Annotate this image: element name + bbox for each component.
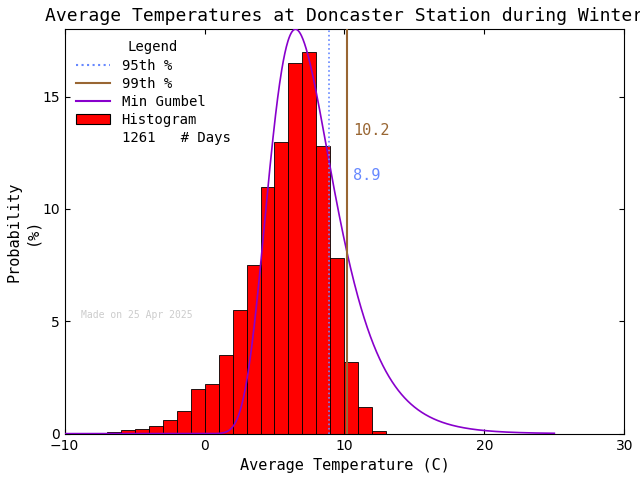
Bar — [246, 265, 260, 433]
Bar — [134, 429, 148, 433]
Bar — [79, 432, 93, 433]
Bar — [177, 411, 191, 433]
Bar — [303, 52, 316, 433]
Bar — [191, 389, 205, 433]
Bar — [218, 355, 232, 433]
Bar — [232, 310, 246, 433]
Y-axis label: Probability
(%): Probability (%) — [7, 181, 39, 282]
Bar — [316, 146, 330, 433]
Bar — [163, 420, 177, 433]
Bar — [289, 63, 303, 433]
Bar — [148, 426, 163, 433]
Text: 8.9: 8.9 — [353, 168, 380, 183]
Text: Made on 25 Apr 2025: Made on 25 Apr 2025 — [81, 310, 193, 320]
Bar — [330, 258, 344, 433]
Legend: 95th %, 99th %, Min Gumbel, Histogram, 1261   # Days: 95th %, 99th %, Min Gumbel, Histogram, 1… — [72, 36, 235, 149]
Bar — [372, 432, 387, 433]
Bar — [344, 362, 358, 433]
X-axis label: Average Temperature (C): Average Temperature (C) — [239, 458, 449, 473]
Bar — [93, 432, 107, 433]
Bar — [275, 142, 289, 433]
Bar — [107, 432, 120, 433]
Bar — [205, 384, 218, 433]
Bar — [260, 187, 275, 433]
Title: Average Temperatures at Doncaster Station during Winter: Average Temperatures at Doncaster Statio… — [45, 7, 640, 25]
Bar — [358, 407, 372, 433]
Bar — [120, 430, 134, 433]
Text: 10.2: 10.2 — [353, 123, 389, 138]
